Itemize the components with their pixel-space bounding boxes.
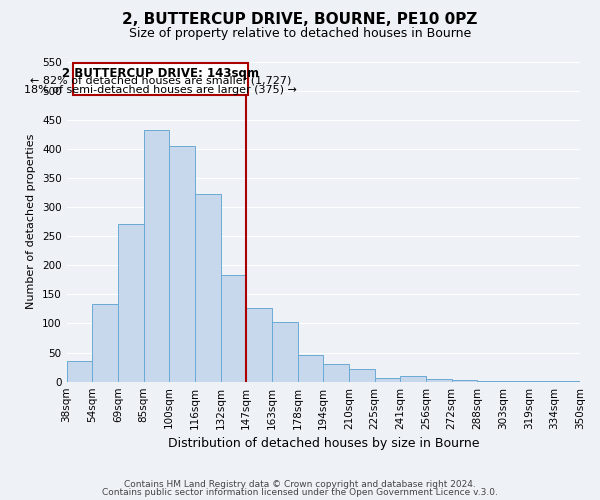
Bar (67, 362, 92, 382)
Text: 18% of semi-detached houses are larger (375) →: 18% of semi-detached houses are larger (… (24, 85, 297, 95)
Bar (143, 130, 169, 382)
Bar (246, 308, 272, 382)
Bar (118, 224, 143, 382)
Bar (349, 370, 374, 382)
Bar (400, 376, 426, 382)
Bar (374, 378, 400, 382)
Bar (272, 322, 298, 382)
Text: ← 82% of detached houses are smaller (1,727): ← 82% of detached houses are smaller (1,… (29, 76, 291, 86)
Bar (503, 380, 529, 382)
Bar (452, 380, 478, 382)
Bar (298, 356, 323, 382)
FancyBboxPatch shape (73, 63, 248, 96)
Y-axis label: Number of detached properties: Number of detached properties (26, 134, 37, 310)
Bar (195, 194, 221, 382)
Bar (221, 275, 246, 382)
Bar (92, 304, 118, 382)
Text: Size of property relative to detached houses in Bourne: Size of property relative to detached ho… (129, 28, 471, 40)
Text: Contains HM Land Registry data © Crown copyright and database right 2024.: Contains HM Land Registry data © Crown c… (124, 480, 476, 489)
X-axis label: Distribution of detached houses by size in Bourne: Distribution of detached houses by size … (167, 437, 479, 450)
Text: Contains public sector information licensed under the Open Government Licence v.: Contains public sector information licen… (102, 488, 498, 497)
Text: 2, BUTTERCUP DRIVE, BOURNE, PE10 0PZ: 2, BUTTERCUP DRIVE, BOURNE, PE10 0PZ (122, 12, 478, 28)
Bar (529, 381, 554, 382)
Text: 2 BUTTERCUP DRIVE: 143sqm: 2 BUTTERCUP DRIVE: 143sqm (62, 66, 259, 80)
Bar (323, 364, 349, 382)
Bar (426, 379, 452, 382)
Bar (478, 380, 503, 382)
Bar (169, 146, 195, 382)
Bar (554, 381, 580, 382)
